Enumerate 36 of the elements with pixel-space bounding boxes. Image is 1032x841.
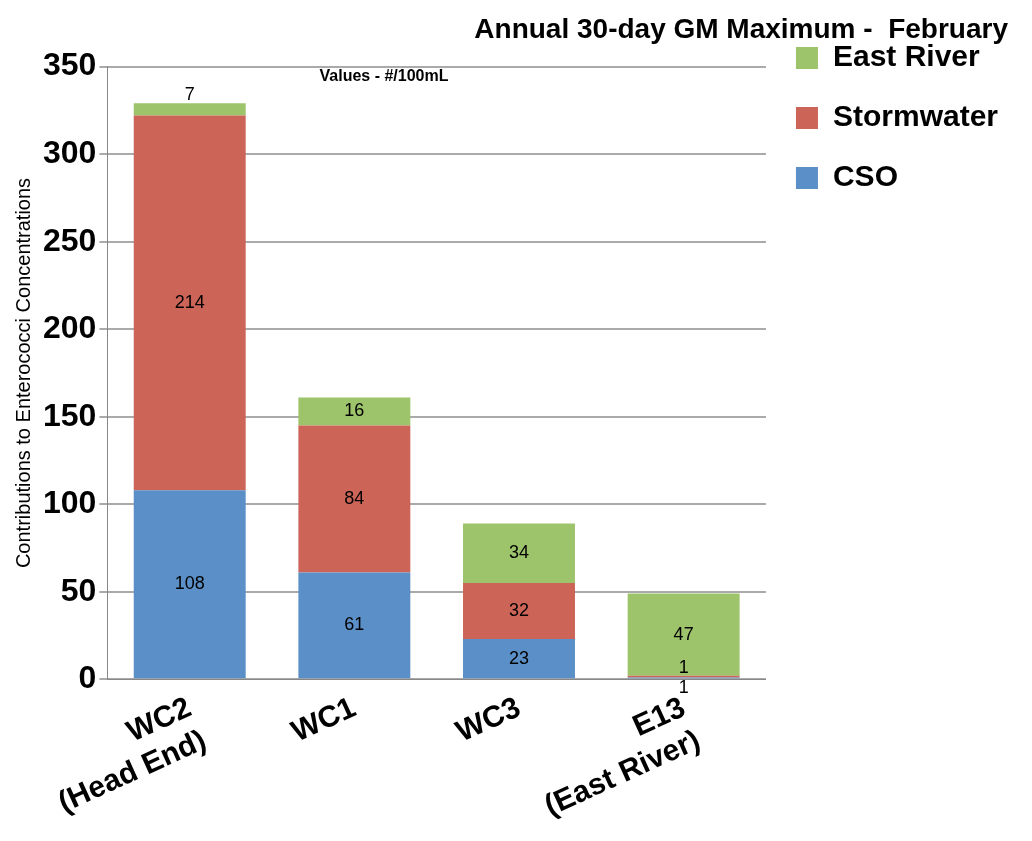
bar xyxy=(298,425,411,573)
y-axis-title: Contributions to Enterococci Concentrations xyxy=(11,177,34,569)
bar xyxy=(298,572,411,679)
y-tick-label: 350 xyxy=(43,46,97,83)
bar xyxy=(463,583,575,640)
data-label: 16 xyxy=(344,400,365,421)
bar xyxy=(627,593,740,676)
data-label: 34 xyxy=(508,542,530,563)
bar xyxy=(133,115,246,491)
bar xyxy=(463,639,575,679)
data-label: 23 xyxy=(508,647,530,668)
data-label: 1 xyxy=(678,677,689,698)
data-label: 214 xyxy=(174,291,205,312)
bar xyxy=(298,397,411,426)
y-tick-label: 200 xyxy=(43,309,97,346)
x-tick-label: WC3 xyxy=(450,689,525,748)
y-tick-label: 50 xyxy=(60,571,97,608)
data-label: 32 xyxy=(508,600,530,621)
data-label: 47 xyxy=(673,623,694,644)
annotation: Values - #/100mL xyxy=(319,66,449,84)
bar xyxy=(133,103,246,116)
y-tick-label: 250 xyxy=(43,221,97,258)
legend-label: CSO xyxy=(832,159,898,193)
data-label: 108 xyxy=(174,573,205,594)
data-label: 84 xyxy=(344,488,365,508)
y-tick-label: 300 xyxy=(43,133,97,170)
x-tick-label: WC1 xyxy=(285,689,361,748)
bar xyxy=(463,523,575,584)
data-label: 7 xyxy=(184,84,195,105)
y-tick-label: 100 xyxy=(43,484,97,521)
y-tick-label: 150 xyxy=(43,396,97,433)
legend-label: Stormwater xyxy=(832,99,999,133)
y-tick-label: 0 xyxy=(78,659,97,696)
bar xyxy=(133,490,246,679)
data-label: 1 xyxy=(678,656,689,677)
data-label: 61 xyxy=(344,614,365,635)
